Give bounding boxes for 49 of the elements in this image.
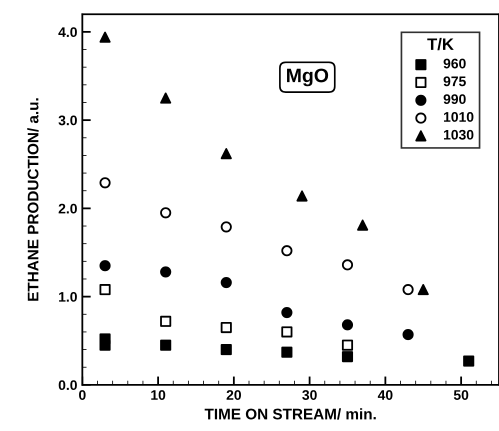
legend-title: T/K <box>427 38 454 50</box>
point <box>160 266 172 278</box>
y-tick-label: 4.0 <box>58 27 77 38</box>
point <box>100 177 111 188</box>
point <box>342 259 354 270</box>
point <box>402 329 414 340</box>
point <box>220 344 232 356</box>
point <box>220 148 232 160</box>
point <box>160 340 172 351</box>
y-axis-title: ETHANE PRODUCTION/ a.u. <box>27 98 39 301</box>
point <box>418 284 429 296</box>
point <box>296 190 308 202</box>
legend-label: 1010 <box>444 112 474 122</box>
y-tick-label: 1.0 <box>59 292 77 302</box>
point <box>220 221 232 232</box>
point <box>281 326 292 338</box>
legend-label: 1030 <box>444 130 474 140</box>
x-tick-label: 20 <box>226 390 242 400</box>
y-tick-label: 0.0 <box>58 380 77 390</box>
point <box>342 340 354 351</box>
legend-label: 990 <box>444 94 466 104</box>
legend-label: 975 <box>444 76 466 86</box>
point <box>342 319 354 330</box>
point <box>160 92 172 104</box>
y-tick-label: 2.0 <box>58 204 77 214</box>
x-tick-label: 10 <box>151 390 166 400</box>
point <box>357 220 368 231</box>
x-axis-title: TIME ON STREAM/ min. <box>204 408 376 420</box>
annotation: MgO <box>287 68 328 86</box>
point <box>281 245 292 256</box>
x-tick-label: 50 <box>454 390 468 400</box>
point <box>342 351 354 362</box>
y-tick-label: 3.0 <box>58 115 77 126</box>
point <box>100 284 111 296</box>
x-tick-label: 0 <box>79 390 86 400</box>
point <box>402 284 414 296</box>
point <box>463 355 474 367</box>
point <box>220 276 232 288</box>
x-tick-label: 40 <box>378 390 393 400</box>
legend-label: 960 <box>444 58 466 68</box>
point <box>281 306 292 318</box>
point <box>160 207 172 218</box>
point <box>281 346 292 358</box>
point <box>160 316 172 327</box>
point <box>100 32 111 43</box>
x-tick-label: 30 <box>302 390 317 400</box>
point <box>220 322 232 334</box>
point <box>100 340 111 351</box>
point <box>100 260 111 272</box>
